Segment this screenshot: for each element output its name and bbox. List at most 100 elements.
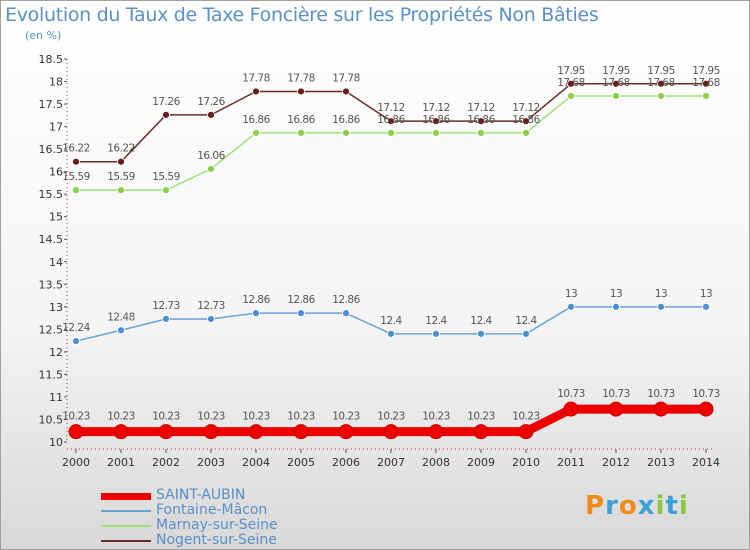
x-tick-label: 2000 [62, 456, 90, 469]
y-tick-label: 13.5 [39, 278, 64, 291]
data-label: 17.68 [692, 77, 720, 89]
data-label: 17.95 [557, 65, 585, 77]
x-tick-label: 2001 [107, 456, 135, 469]
brand-letter: r [605, 491, 619, 521]
data-label: 16.86 [332, 114, 360, 126]
data-label: 17.95 [692, 65, 720, 77]
x-tick-label: 2006 [332, 456, 360, 469]
data-label: 10.23 [467, 411, 495, 423]
data-point [203, 424, 219, 440]
data-label: 10.23 [197, 411, 225, 423]
x-tick-label: 2003 [197, 456, 225, 469]
data-labels: 16.22 16.22 17.26 17.26 17.78 17.78 17.78 17.12… [62, 65, 720, 423]
data-point [608, 401, 624, 417]
brand-letter: i [678, 491, 689, 521]
data-point [162, 315, 170, 323]
data-label: 10.73 [647, 388, 675, 400]
data-label: 12.48 [107, 311, 135, 323]
data-point [387, 117, 395, 126]
data-point [653, 401, 669, 417]
y-tick-label: 10.5 [39, 413, 64, 426]
data-label: 12.4 [470, 315, 492, 327]
data-point [117, 326, 125, 335]
data-label: 16.86 [377, 114, 405, 126]
data-label: 10.23 [332, 411, 360, 423]
y-tick-label: 10 [49, 436, 63, 449]
data-label: 13 [610, 288, 622, 300]
y-tick-label: 15 [49, 211, 63, 224]
data-label: 17.26 [152, 96, 180, 108]
data-label: 12.24 [62, 322, 90, 334]
data-point [338, 424, 354, 440]
y-tick-label: 17.5 [39, 98, 64, 111]
legend-label: Marnay-sur-Seine [156, 517, 278, 533]
legend-item: Nogent-sur-Seine [101, 532, 341, 549]
data-point [702, 79, 710, 88]
legend-label: Fontaine-Mâcon [156, 502, 268, 518]
data-point [567, 92, 575, 100]
data-point [702, 92, 710, 100]
data-label: 10.23 [422, 411, 450, 423]
y-axis-ticks: 10 10.5 11 11.5 12 12.5 13 13.5 14 14.5 15 15.5 16 16… [39, 53, 67, 449]
data-point [432, 117, 440, 126]
data-label: 17.95 [647, 65, 675, 77]
data-label: 16.22 [62, 143, 90, 155]
data-point [117, 186, 125, 195]
y-tick-label: 14.5 [39, 233, 64, 246]
data-point [657, 302, 665, 311]
data-point [387, 128, 395, 137]
data-point [342, 128, 350, 137]
data-point [342, 87, 350, 96]
data-label: 17.78 [287, 72, 315, 84]
legend-swatch [101, 525, 151, 527]
data-point [522, 329, 530, 338]
data-label: 16.86 [242, 114, 270, 126]
data-label: 16.06 [197, 150, 225, 162]
data-label: 17.68 [557, 77, 585, 89]
data-point [428, 424, 444, 440]
data-point [612, 92, 620, 100]
data-label: 17.12 [512, 102, 540, 114]
data-label: 17.78 [242, 72, 270, 84]
y-tick-label: 11.5 [39, 368, 64, 381]
x-tick-label: 2005 [287, 456, 315, 469]
legend-label: Nogent-sur-Seine [156, 532, 277, 548]
y-tick-label: 12 [49, 346, 63, 359]
x-axis-ticks: 2000 2001 2002 2003 2004 2005 2006 2007 2008 2009… [62, 449, 720, 469]
series-points [68, 79, 714, 440]
legend-item: Marnay-sur-Seine [101, 517, 341, 534]
data-point [567, 302, 575, 311]
brand-letter: x [637, 491, 656, 521]
chart-title: Evolution du Taux de Taxe Foncière sur l… [5, 4, 599, 26]
data-point [72, 337, 80, 345]
data-point [293, 424, 309, 440]
data-point [518, 424, 534, 440]
data-point [158, 424, 174, 440]
data-point [248, 424, 264, 440]
x-tick-label: 2009 [467, 456, 495, 469]
data-point [297, 87, 305, 96]
data-point [68, 424, 84, 440]
unit-label: (en %) [25, 29, 62, 42]
data-point [252, 87, 260, 96]
data-label: 12.86 [287, 294, 315, 306]
data-point [657, 92, 665, 100]
data-point [477, 128, 485, 137]
data-label: 12.4 [515, 315, 537, 327]
data-label: 10.23 [512, 411, 540, 423]
data-label: 10.23 [287, 411, 315, 423]
data-point [432, 128, 440, 137]
data-point [252, 309, 260, 318]
data-point [567, 79, 575, 88]
data-point [207, 315, 215, 323]
brand-letter: t [665, 491, 679, 521]
data-label: 16.22 [107, 143, 135, 155]
data-point [72, 157, 80, 166]
data-label: 10.23 [62, 411, 90, 423]
data-label: 16.86 [467, 114, 495, 126]
data-label: 10.73 [557, 388, 585, 400]
y-tick-label: 16 [49, 166, 63, 179]
data-label: 12.4 [380, 315, 402, 327]
